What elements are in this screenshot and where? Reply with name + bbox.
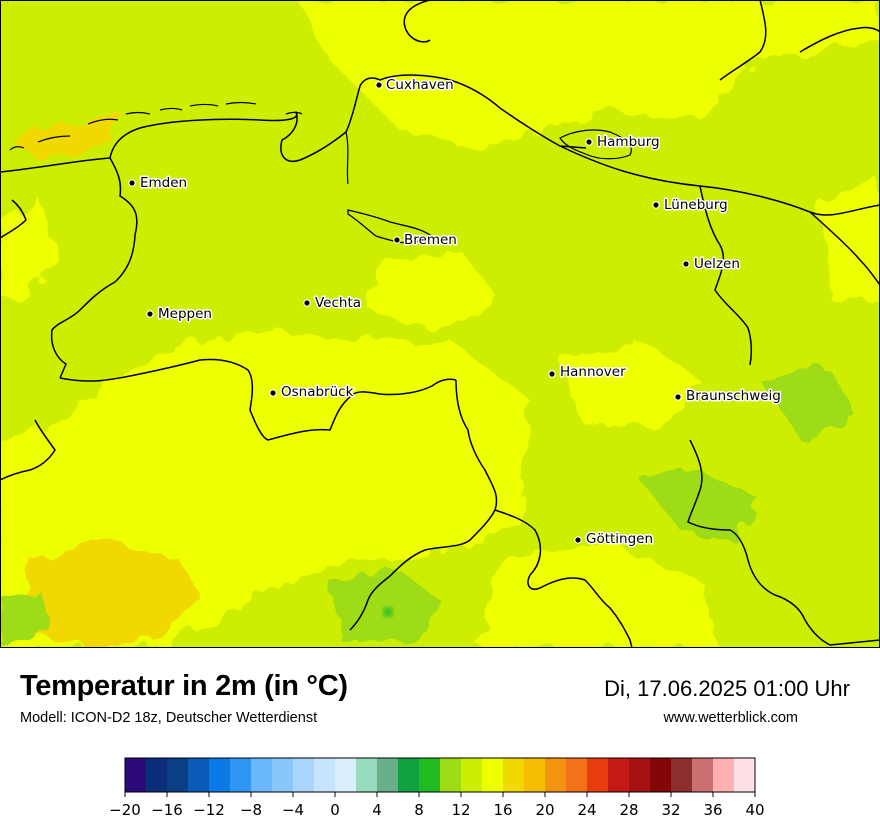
hamburg-border <box>559 129 632 160</box>
islands <box>9 101 303 151</box>
legend-tick-label: 16 <box>493 801 512 819</box>
city-lueneburg[interactable]: Lüneburg <box>652 196 729 215</box>
legend-tick-label: −20 <box>109 801 141 819</box>
legend-tick-label: 8 <box>414 801 424 819</box>
legend-swatch <box>503 758 525 792</box>
legend-swatch <box>356 758 378 792</box>
footer: Temperatur in 2m (in °C) Modell: ICON-D2… <box>0 648 880 830</box>
legend-swatch <box>713 758 735 792</box>
website-link[interactable]: www.wetterblick.com <box>663 710 798 726</box>
legend-swatch <box>608 758 630 792</box>
legend-frame <box>124 757 756 793</box>
legend-swatch <box>230 758 252 792</box>
legend-swatch <box>566 758 588 792</box>
legend-swatch <box>587 758 609 792</box>
city-label: Osnabrück <box>281 384 354 400</box>
city-label: Hamburg <box>597 134 660 150</box>
legend-swatch <box>209 758 231 792</box>
city-label: Vechta <box>315 295 361 311</box>
bremen-border <box>347 209 432 244</box>
legend-tick-label: 4 <box>372 801 382 819</box>
legend-swatch <box>545 758 567 792</box>
city-meppen[interactable]: Meppen <box>146 305 213 324</box>
legend-tick-label: −16 <box>151 801 183 819</box>
legend-swatch <box>524 758 546 792</box>
city-label: Göttingen <box>586 531 653 547</box>
legend-swatch <box>146 758 168 792</box>
legend-swatch <box>461 758 483 792</box>
city-uelzen[interactable]: Uelzen <box>682 255 741 274</box>
city-braunschweig[interactable]: Braunschweig <box>674 387 782 406</box>
city-osnabrueck[interactable]: Osnabrück <box>269 383 355 402</box>
legend-tick-label: 28 <box>619 801 638 819</box>
model-subtitle: Modell: ICON-D2 18z, Deutscher Wetterdie… <box>20 710 318 726</box>
city-vechta[interactable]: Vechta <box>303 294 363 313</box>
city-label: Cuxhaven <box>386 77 454 93</box>
city-bremen[interactable]: Bremen <box>393 231 458 250</box>
city-label: Emden <box>140 175 187 191</box>
temperature-map: Cuxhaven Hamburg Emden Lüneburg Bremen U… <box>0 0 880 648</box>
legend-tick-label: −8 <box>240 801 262 819</box>
coastline <box>0 0 880 648</box>
legend-swatch <box>692 758 714 792</box>
legend-swatch <box>419 758 441 792</box>
city-emden[interactable]: Emden <box>128 174 189 193</box>
legend-canvas: −20 −16 −12 −8 −4 0 4 8 12 16 20 24 28 32 36 40 <box>109 757 765 819</box>
legend-swatch <box>293 758 315 792</box>
city-label: Meppen <box>158 306 212 322</box>
legend-swatch <box>251 758 273 792</box>
legend-tick-label: 0 <box>330 801 340 819</box>
legend-swatch <box>314 758 336 792</box>
legend-swatch <box>125 758 147 792</box>
legend-swatch <box>377 758 399 792</box>
city-hannover[interactable]: Hannover <box>548 363 628 382</box>
legend-swatch <box>272 758 294 792</box>
city-label: Uelzen <box>694 256 740 272</box>
legend-tick-label: 24 <box>577 801 596 819</box>
legend-swatch <box>734 758 756 792</box>
city-label: Lüneburg <box>664 197 728 213</box>
legend-tick-label: 40 <box>745 801 764 819</box>
city-goettingen[interactable]: Göttingen <box>574 530 655 549</box>
city-hamburg[interactable]: Hamburg <box>585 133 661 152</box>
legend-tick-label: 20 <box>535 801 554 819</box>
legend-swatch <box>335 758 357 792</box>
legend-tick-label: −12 <box>193 801 225 819</box>
legend-tick-label: 32 <box>661 801 680 819</box>
legend-swatch <box>167 758 189 792</box>
legend-swatch <box>629 758 651 792</box>
city-label: Bremen <box>404 232 457 248</box>
legend-tick-label: 36 <box>703 801 722 819</box>
legend-tick-label: 12 <box>451 801 470 819</box>
legend-swatch <box>650 758 672 792</box>
legend-swatch <box>440 758 462 792</box>
city-cuxhaven[interactable]: Cuxhaven <box>375 76 455 95</box>
chart-title: Temperatur in 2m (in °C) <box>20 670 348 702</box>
city-label: Hannover <box>560 364 626 380</box>
legend-tick-label: −4 <box>282 801 304 819</box>
map-canvas: Cuxhaven Hamburg Emden Lüneburg Bremen U… <box>0 0 880 648</box>
legend-swatch <box>398 758 420 792</box>
city-markers: Cuxhaven Hamburg Emden Lüneburg Bremen U… <box>128 76 782 549</box>
city-label: Braunschweig <box>686 388 781 404</box>
legend-swatch <box>482 758 504 792</box>
valid-datetime: Di, 17.06.2025 01:00 Uhr <box>604 676 850 701</box>
color-legend: −20 −16 −12 −8 −4 0 4 8 12 16 20 24 28 32 36 40 <box>103 754 783 824</box>
legend-swatch <box>188 758 210 792</box>
temperature-zones <box>0 0 880 648</box>
legend-swatch <box>671 758 693 792</box>
